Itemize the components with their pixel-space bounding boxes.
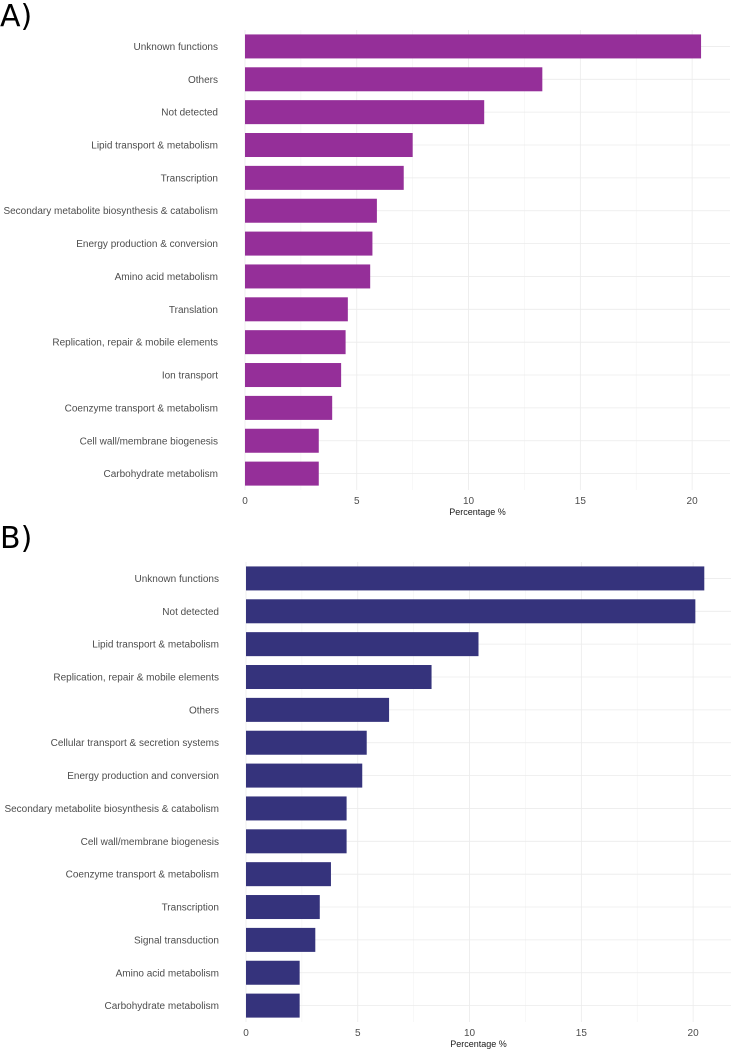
category-label: Not detected [162, 607, 219, 618]
bar [245, 264, 371, 289]
bar [245, 198, 377, 223]
category-label: Cell wall/membrane biogenesis [81, 837, 219, 848]
bar [245, 428, 319, 453]
bar [245, 395, 333, 420]
x-tick-label: 0 [242, 496, 248, 507]
category-label: Not detected [161, 108, 218, 119]
panel-label-a: A) [0, 0, 33, 34]
x-tick-label: 5 [355, 1028, 361, 1039]
category-label: Secondary metabolite biosynthesis & cata… [3, 206, 218, 217]
bar [245, 165, 404, 190]
bar [246, 796, 347, 821]
bar [246, 697, 390, 722]
bar [245, 297, 348, 322]
bar [246, 960, 300, 985]
category-label: Carbohydrate metabolism [104, 469, 219, 480]
x-tick-label: 15 [576, 1028, 588, 1039]
bar [246, 730, 367, 755]
category-label: Ion transport [162, 371, 218, 382]
bar [245, 67, 543, 92]
category-label: Others [188, 75, 218, 86]
chart-b: Unknown functions Not detected Lipid trans… [4, 562, 731, 1049]
category-label: Replication, repair & mobile elements [53, 673, 219, 684]
category-label: Cellular transport & secretion systems [51, 738, 219, 749]
category-label: Secondary metabolite biosynthesis & cata… [4, 804, 219, 815]
category-label: Coenzyme transport & metabolism [65, 403, 218, 414]
category-label: Transcription [161, 173, 218, 184]
bar [245, 34, 702, 59]
bar [246, 895, 320, 920]
x-tick-label: 10 [463, 496, 475, 507]
x-tick-label: 15 [575, 496, 587, 507]
bar [246, 927, 316, 952]
bar [246, 862, 331, 887]
category-label: Carbohydrate metabolism [105, 1001, 220, 1012]
x-tick-label: 20 [687, 496, 699, 507]
category-label: Others [189, 705, 219, 716]
category-label: Replication, repair & mobile elements [52, 338, 218, 349]
bar [246, 665, 432, 690]
category-label: Lipid transport & metabolism [92, 640, 219, 651]
bar [246, 763, 363, 788]
category-label: Amino acid metabolism [115, 272, 218, 283]
bar [246, 566, 705, 591]
x-tick-label: 0 [243, 1028, 249, 1039]
x-tick-label: 20 [688, 1028, 700, 1039]
category-label: Transcription [162, 903, 219, 914]
x-axis-label: Percentage % [450, 1039, 507, 1049]
category-label: Unknown functions [135, 574, 220, 585]
category-label: Unknown functions [134, 42, 219, 53]
category-label: Coenzyme transport & metabolism [66, 870, 219, 881]
category-label: Energy production & conversion [76, 239, 218, 250]
bar [246, 599, 696, 624]
bar [245, 231, 373, 256]
bar [246, 993, 300, 1018]
category-label: Amino acid metabolism [116, 968, 219, 979]
category-label: Energy production and conversion [67, 771, 219, 782]
bar [245, 133, 413, 158]
category-label: Cell wall/membrane biogenesis [80, 436, 218, 447]
chart-a: Unknown functions Others Not detected Lipid… [3, 30, 730, 517]
category-label: Translation [169, 305, 218, 316]
x-axis-label: Percentage % [449, 507, 506, 517]
bar [245, 461, 319, 486]
bar [246, 632, 479, 657]
bar [246, 829, 347, 854]
x-tick-label: 10 [464, 1028, 476, 1039]
panel-label-b: B) [0, 521, 33, 556]
bar [245, 330, 346, 355]
category-label: Lipid transport & metabolism [91, 141, 218, 152]
x-tick-label: 5 [354, 496, 360, 507]
bar [245, 100, 485, 125]
bar [245, 363, 342, 388]
category-label: Signal transduction [134, 935, 219, 946]
